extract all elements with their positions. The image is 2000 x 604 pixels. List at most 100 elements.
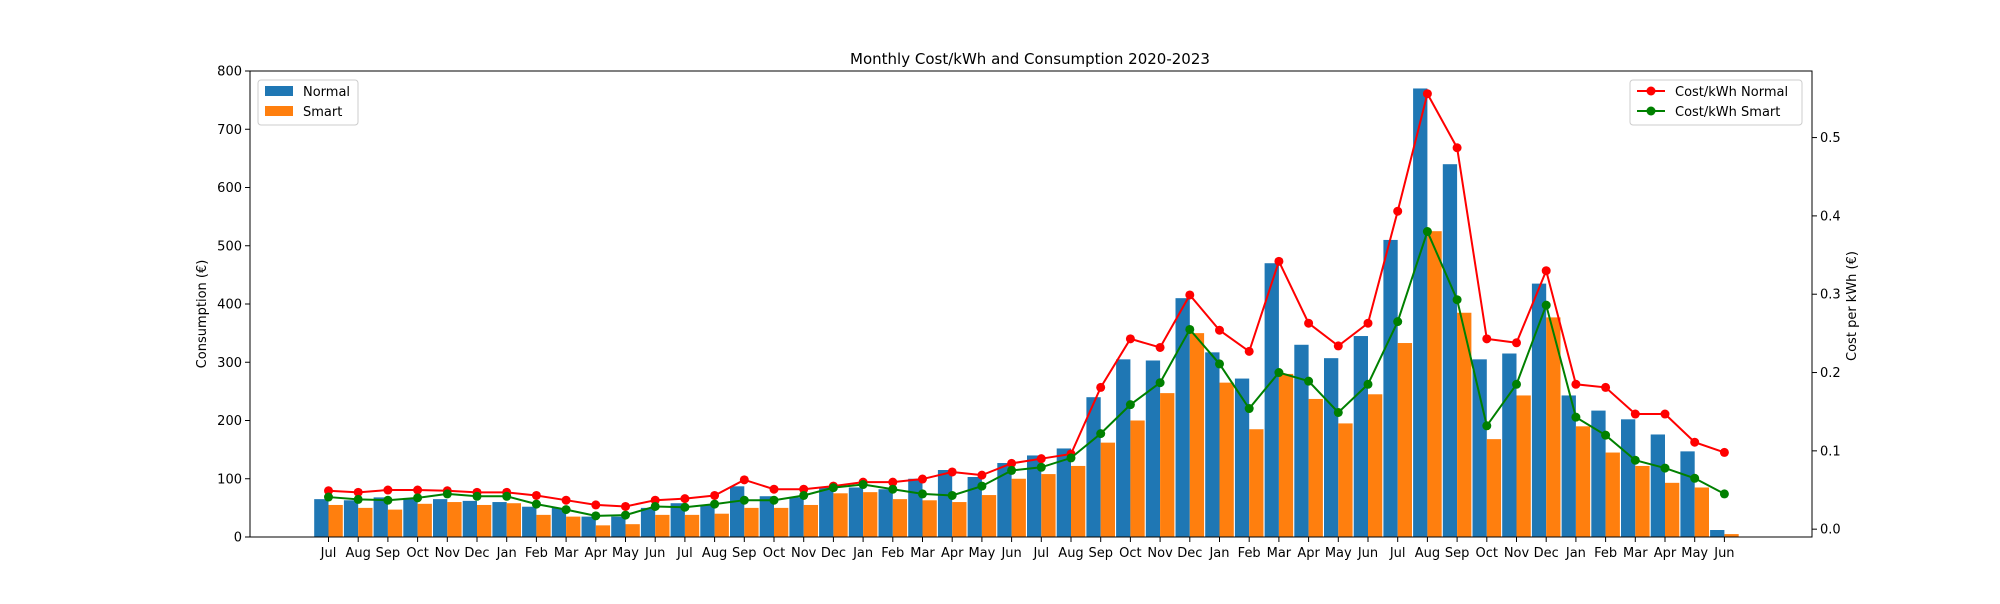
bar-normal-26 (1086, 397, 1101, 537)
point-cost-smart-23 (1007, 465, 1017, 475)
bar-normal-31 (1234, 378, 1250, 537)
point-cost-smart-4 (442, 489, 452, 499)
x-tick-label-28: Nov (1147, 546, 1173, 561)
point-cost-smart-32 (1274, 368, 1284, 378)
x-tick-label-25: Aug (1058, 546, 1083, 561)
x-tick-label-46: May (1681, 546, 1708, 561)
bar-normal-36 (1383, 239, 1398, 537)
legend-normal-label: Normal (303, 85, 350, 100)
y-left-tick-label-0: 0 (234, 531, 242, 546)
point-cost-normal-38 (1452, 143, 1462, 153)
x-tick-label-44: Mar (1623, 546, 1648, 561)
bar-smart-1 (358, 507, 373, 538)
bar-normal-28 (1145, 360, 1161, 537)
point-cost-smart-29 (1185, 324, 1195, 334)
point-cost-smart-37 (1422, 227, 1432, 237)
bar-normal-21 (937, 470, 953, 537)
bar-smart-47 (1724, 534, 1739, 537)
bar-normal-22 (967, 477, 982, 537)
bar-normal-18 (848, 487, 864, 537)
bar-smart-38 (1457, 312, 1472, 537)
point-cost-normal-31 (1244, 346, 1254, 356)
x-tick-label-38: Sep (1445, 546, 1470, 561)
bar-smart-23 (1011, 478, 1026, 537)
legend-smart-label: Smart (303, 105, 342, 120)
legend-normal-swatch (265, 86, 293, 96)
point-cost-normal-32 (1274, 256, 1284, 266)
point-cost-normal-10 (621, 501, 630, 511)
x-tick-label-19: Feb (881, 546, 904, 561)
bar-smart-28 (1160, 393, 1175, 537)
x-tick-label-42: Jan (1565, 546, 1586, 561)
x-tick-label-5: Dec (464, 546, 489, 561)
bar-smart-44 (1635, 465, 1650, 537)
point-cost-smart-38 (1452, 295, 1462, 305)
bar-normal-7 (522, 506, 537, 537)
point-cost-normal-3 (413, 485, 423, 495)
bar-normal-37 (1413, 88, 1428, 537)
point-cost-smart-40 (1512, 379, 1521, 389)
x-tick-label-27: Oct (1119, 546, 1141, 561)
bar-smart-34 (1338, 423, 1353, 537)
x-tick-label-3: Oct (406, 546, 428, 561)
point-cost-smart-19 (888, 484, 898, 494)
axes-group: 0 100 200 300 400 500 600 700 800 0.0 0.1 0.2 0.3 0.4… (217, 65, 1841, 562)
bar-normal-3 (403, 497, 418, 537)
bar-normal-13 (700, 504, 715, 537)
x-tick-label-33: Apr (1297, 546, 1320, 561)
point-cost-smart-35 (1363, 379, 1373, 389)
y-right-tick-label-3: 0.3 (1820, 288, 1841, 303)
bar-smart-42 (1575, 426, 1591, 537)
bar-smart-43 (1605, 452, 1620, 537)
point-cost-smart-6 (502, 491, 512, 501)
point-cost-smart-20 (918, 489, 927, 499)
bar-normal-38 (1442, 164, 1458, 537)
x-tick-label-34: May (1325, 546, 1352, 561)
point-cost-smart-13 (710, 499, 720, 509)
point-cost-normal-45 (1660, 409, 1670, 419)
bar-normal-35 (1353, 336, 1368, 537)
bar-normal-47 (1710, 530, 1725, 537)
y-right-tick-label-2: 0.2 (1820, 366, 1841, 381)
x-tick-label-15: Oct (763, 546, 785, 561)
point-cost-normal-43 (1601, 382, 1611, 392)
x-tick-label-22: May (968, 546, 995, 561)
y-left-tick-label-4: 400 (217, 298, 242, 313)
x-tick-label-35: Jun (1357, 546, 1378, 561)
x-tick-label-14: Sep (732, 546, 757, 561)
point-cost-smart-46 (1690, 473, 1700, 483)
line-cost-normal (328, 91, 1725, 508)
bar-normal-2 (373, 497, 388, 537)
bar-smart-29 (1189, 333, 1205, 538)
bar-normal-0 (314, 499, 329, 537)
point-cost-normal-1 (353, 487, 363, 497)
bar-smart-9 (595, 525, 611, 537)
point-cost-smart-5 (472, 491, 482, 501)
y-right-tick-label-5: 0.5 (1820, 131, 1841, 146)
bar-smart-6 (506, 503, 521, 537)
point-cost-smart-10 (621, 510, 630, 520)
bar-normal-19 (878, 489, 893, 537)
bar-normal-45 (1650, 434, 1665, 537)
point-cost-smart-7 (531, 499, 541, 509)
point-cost-normal-41 (1541, 266, 1551, 276)
point-cost-normal-11 (650, 495, 660, 505)
bar-smart-11 (655, 514, 670, 537)
x-tick-label-23: Jun (1000, 546, 1021, 561)
point-cost-smart-43 (1601, 430, 1611, 440)
bar-normal-16 (789, 497, 804, 537)
point-cost-normal-39 (1482, 334, 1492, 344)
bar-smart-3 (417, 503, 432, 537)
point-cost-normal-35 (1363, 318, 1373, 328)
point-cost-smart-14 (739, 495, 749, 505)
x-tick-label-17: Dec (821, 546, 846, 561)
bar-smart-37 (1427, 231, 1442, 537)
point-cost-smart-11 (650, 501, 660, 511)
point-cost-normal-7 (531, 490, 541, 500)
point-cost-smart-44 (1630, 455, 1640, 465)
bar-smart-12 (684, 514, 700, 537)
bar-normal-8 (551, 507, 567, 538)
bar-normal-42 (1561, 395, 1576, 537)
